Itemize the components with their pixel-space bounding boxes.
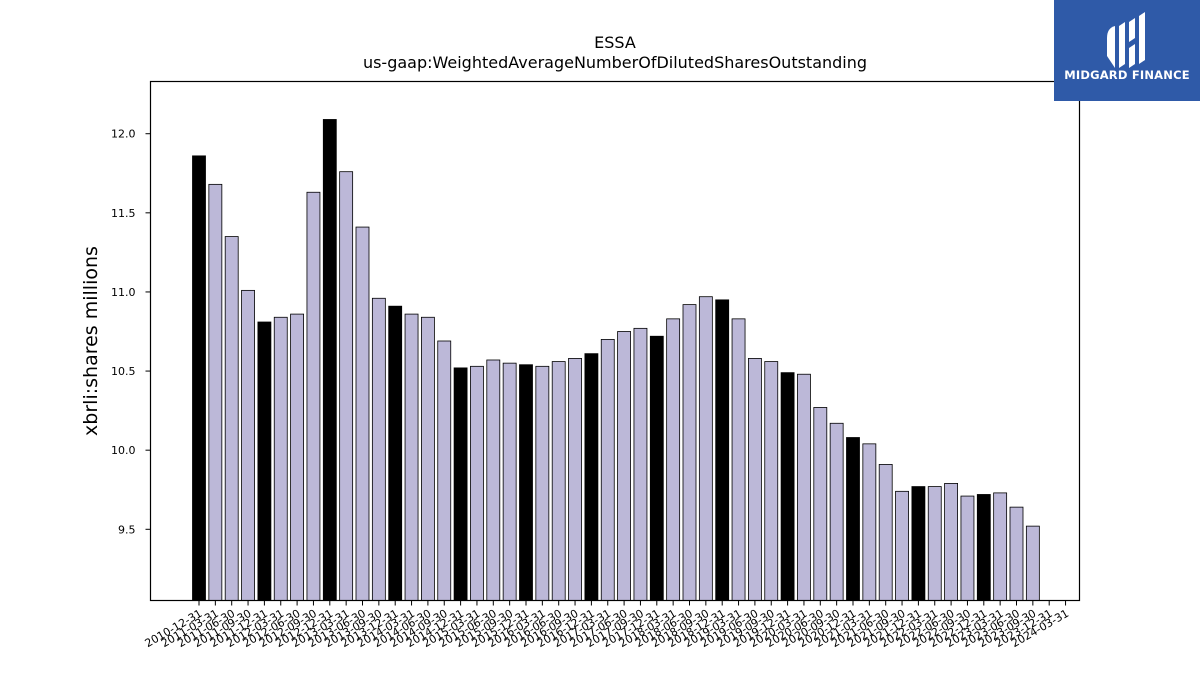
y-tick-label: 11.0 [111, 286, 136, 299]
bar [993, 492, 1008, 601]
bar [535, 365, 550, 601]
y-axis-label: xbrli:shares millions [80, 246, 102, 436]
bar [486, 359, 501, 601]
bar [764, 361, 779, 601]
plot-frame [149, 80, 1081, 602]
bar [551, 361, 566, 601]
bar [748, 358, 762, 601]
bar [420, 316, 435, 601]
bar [192, 155, 206, 601]
bar [224, 236, 239, 601]
x-axis: 2010-12-312011-03-312011-06-302011-09-30… [143, 600, 1071, 650]
bar [780, 372, 795, 601]
bar [895, 490, 909, 601]
midgard-logo-icon [1107, 12, 1145, 68]
bar [502, 362, 517, 601]
bar [617, 331, 631, 601]
bar [290, 313, 305, 601]
bar [257, 321, 272, 601]
bar [829, 422, 844, 601]
midgard-finance-logo: MIDGARD FINANCE [1054, 0, 1200, 101]
bar [715, 299, 730, 601]
bars-group [192, 119, 1040, 601]
bar [273, 316, 288, 601]
bar [698, 296, 713, 601]
bar [371, 297, 386, 601]
bar [944, 483, 958, 601]
chart-subtitle: us-gaap:WeightedAverageNumberOfDilutedSh… [363, 53, 867, 72]
y-axis: 9.5 10.0 10.5 11.0 11.5 12.0 [111, 128, 151, 536]
bar [666, 318, 681, 601]
bar [911, 486, 926, 601]
y-tick-label: 10.5 [111, 365, 136, 378]
bar [600, 339, 615, 601]
bar [976, 494, 991, 601]
bar [568, 358, 582, 601]
bar [306, 191, 321, 601]
bar [208, 183, 223, 601]
bar [404, 313, 419, 601]
y-tick-label: 11.5 [111, 207, 136, 220]
bar [927, 486, 942, 601]
bar [322, 119, 337, 601]
bar [633, 327, 648, 601]
bar [355, 226, 370, 601]
y-tick-label: 9.5 [118, 523, 136, 536]
y-tick-label: 12.0 [111, 128, 136, 141]
logo-text: MIDGARD FINANCE [1064, 68, 1190, 82]
bar [682, 304, 697, 601]
y-tick-label: 10.0 [111, 444, 136, 457]
bar [519, 364, 533, 601]
bar [388, 305, 403, 601]
bar [878, 464, 893, 601]
chart-title: ESSA [594, 33, 636, 52]
bar [846, 437, 860, 601]
bar [960, 495, 975, 601]
bar [797, 373, 811, 601]
bar [453, 367, 468, 601]
bar [241, 289, 255, 601]
bar [470, 365, 484, 601]
bar [731, 318, 746, 601]
bar [339, 171, 354, 601]
bar [862, 443, 877, 601]
bar [437, 340, 452, 601]
bar [584, 353, 599, 601]
bar [1009, 506, 1024, 601]
bar [813, 407, 828, 601]
bar [1025, 525, 1040, 601]
bar [649, 335, 664, 601]
